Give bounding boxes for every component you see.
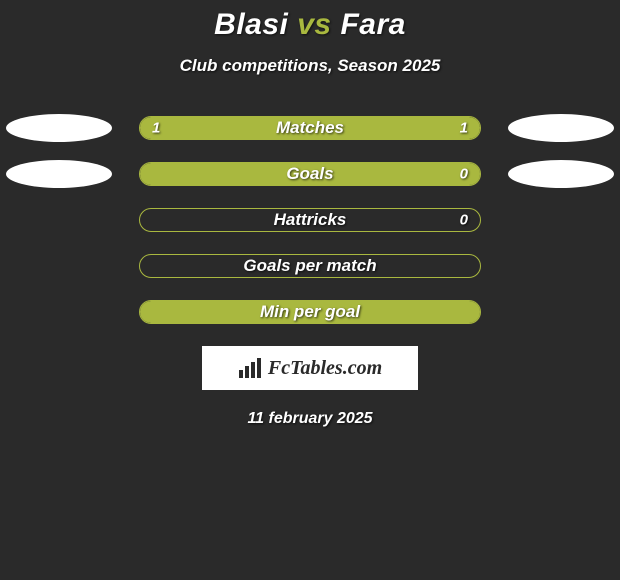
right-ellipse <box>508 114 614 142</box>
chart-icon <box>238 358 262 378</box>
left-ellipse <box>6 114 112 142</box>
logo-box: FcTables.com <box>202 346 418 390</box>
right-value: 0 <box>460 166 468 183</box>
bar-label: Goals per match <box>243 256 376 276</box>
subtitle: Club competitions, Season 2025 <box>180 56 441 76</box>
comparison-bar: Min per goal <box>139 300 481 324</box>
comparison-row: Matches 1 1 <box>0 116 620 140</box>
right-ellipse <box>508 160 614 188</box>
player2-name: Fara <box>340 8 405 41</box>
bar-label: Matches <box>276 118 344 138</box>
date-text: 11 february 2025 <box>247 410 372 428</box>
comparison-bar: Goals 0 <box>139 162 481 186</box>
comparison-bar: Matches 1 1 <box>139 116 481 140</box>
left-ellipse <box>6 160 112 188</box>
bar-label: Goals <box>286 164 333 184</box>
player1-name: Blasi <box>214 8 288 41</box>
right-value: 0 <box>460 212 468 229</box>
page-title: Blasi vs Fara <box>214 8 406 42</box>
comparison-row: Hattricks 0 <box>0 208 620 232</box>
left-value: 1 <box>152 120 160 137</box>
comparison-bar: Hattricks 0 <box>139 208 481 232</box>
comparison-infographic: Blasi vs Fara Club competitions, Season … <box>0 0 620 428</box>
logo-text: FcTables.com <box>268 357 382 380</box>
comparison-bar: Goals per match <box>139 254 481 278</box>
bar-label: Min per goal <box>260 302 360 322</box>
bar-label: Hattricks <box>274 210 347 230</box>
comparison-row: Goals per match <box>0 254 620 278</box>
vs-text: vs <box>297 8 331 41</box>
right-value: 1 <box>460 120 468 137</box>
comparison-rows: Matches 1 1 Goals 0 Hattricks 0 Goals per match… <box>0 116 620 324</box>
comparison-row: Min per goal <box>0 300 620 324</box>
comparison-row: Goals 0 <box>0 162 620 186</box>
